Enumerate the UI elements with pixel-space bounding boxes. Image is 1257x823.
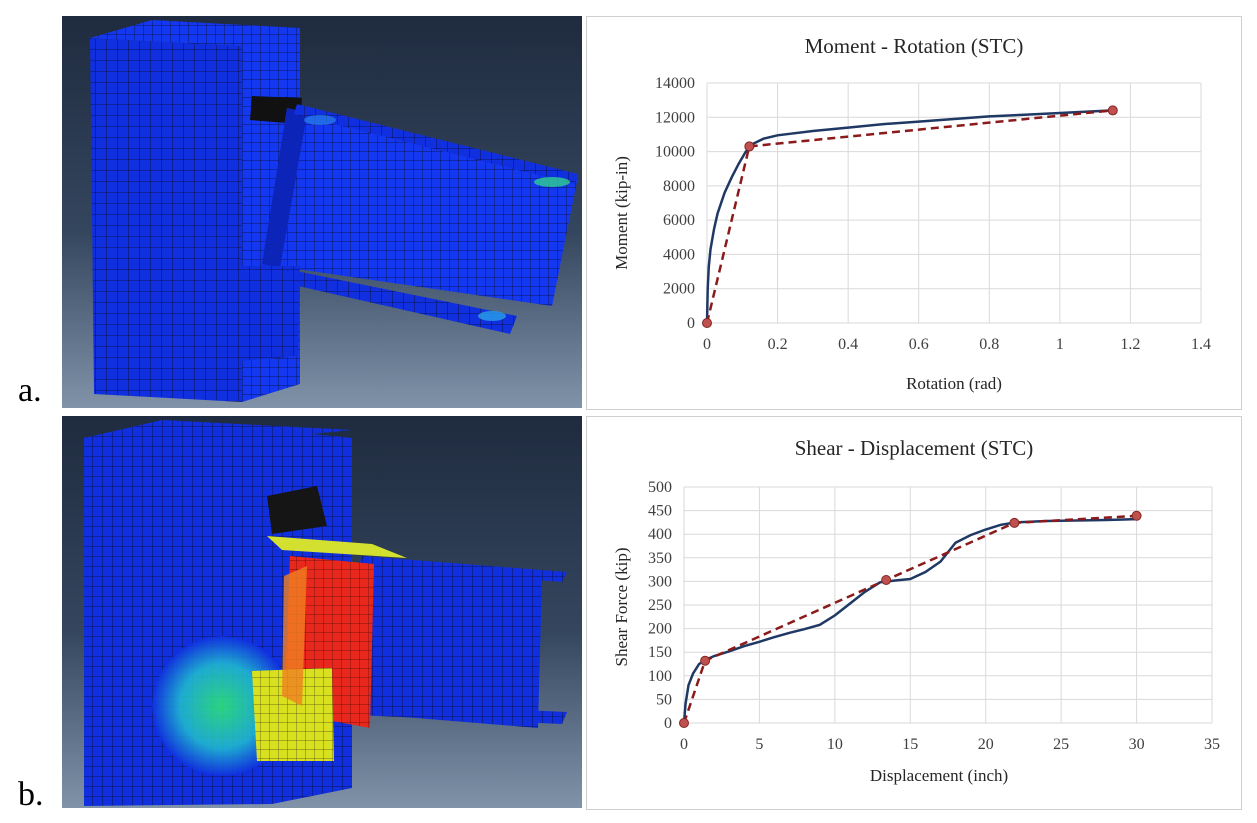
x-tick-label: 5 xyxy=(755,736,763,753)
x-tick-label: 20 xyxy=(978,736,994,753)
x-tick-label: 0.8 xyxy=(979,336,999,353)
panel-label-a: a. xyxy=(18,372,42,409)
y-tick-label: 6000 xyxy=(663,212,695,229)
chart-box-moment-rotation: Moment - Rotation (STC) Rotation (rad) M… xyxy=(586,16,1242,410)
y-tick-label: 2000 xyxy=(663,281,695,298)
panel-label-b: b. xyxy=(18,776,44,813)
y-tick-label: 14000 xyxy=(655,75,695,92)
x-tick-label: 0.4 xyxy=(838,336,858,353)
y-tick-label: 50 xyxy=(656,691,672,708)
y-tick-label: 0 xyxy=(664,715,672,732)
y-axis-label: Moment (kip-in) xyxy=(612,156,631,270)
x-tick-label: 1.2 xyxy=(1120,336,1140,353)
y-tick-label: 4000 xyxy=(663,246,695,263)
x-tick-label: 1.4 xyxy=(1191,336,1211,353)
x-tick-label: 15 xyxy=(902,736,918,753)
y-tick-label: 250 xyxy=(648,597,672,614)
y-tick-label: 350 xyxy=(648,550,672,567)
data-point-marker xyxy=(1131,510,1142,521)
data-point-marker xyxy=(881,574,892,585)
y-tick-label: 10000 xyxy=(655,144,695,161)
x-tick-label: 0 xyxy=(703,336,711,353)
y-axis-label: Shear Force (kip) xyxy=(612,548,631,667)
chart-box-shear-displacement: Shear - Displacement (STC) Displacement … xyxy=(586,416,1242,810)
y-tick-label: 400 xyxy=(648,526,672,543)
x-tick-label: 35 xyxy=(1204,736,1220,753)
x-tick-label: 0.6 xyxy=(909,336,929,353)
x-tick-label: 30 xyxy=(1129,736,1145,753)
x-tick-label: 25 xyxy=(1053,736,1069,753)
bilinear-dashed-line xyxy=(705,109,1113,324)
chart-title: Moment - Rotation (STC) xyxy=(805,34,1024,58)
x-tick-label: 1 xyxy=(1056,336,1064,353)
x-axis-label: Displacement (inch) xyxy=(870,766,1008,785)
x-tick-label: 0.2 xyxy=(768,336,788,353)
gridlines xyxy=(706,82,1202,324)
y-tick-label: 300 xyxy=(648,573,672,590)
data-point-marker xyxy=(1009,517,1020,528)
x-tick-label: 10 xyxy=(827,736,843,753)
y-tick-label: 100 xyxy=(648,668,672,685)
data-point-marker xyxy=(744,141,755,152)
fea-mesh-b xyxy=(84,420,567,806)
y-tick-label: 8000 xyxy=(663,178,695,195)
fea-model-image-b xyxy=(62,416,582,808)
data-point-marker xyxy=(700,655,711,666)
response-curve-line xyxy=(705,109,1113,324)
y-tick-label: 12000 xyxy=(655,109,695,126)
x-tick-label: 0 xyxy=(680,736,688,753)
x-axis-label: Rotation (rad) xyxy=(906,374,1002,393)
data-point-marker xyxy=(679,718,689,728)
y-tick-label: 0 xyxy=(687,315,695,332)
fea-model-image-a xyxy=(62,16,582,408)
data-point-marker xyxy=(1107,105,1118,116)
y-tick-label: 200 xyxy=(648,621,672,638)
data-point-marker xyxy=(702,318,712,328)
fea-mesh-a xyxy=(90,20,578,402)
y-tick-label: 150 xyxy=(648,644,672,661)
shear-displacement-chart: Shear - Displacement (STC) Displacement … xyxy=(612,436,1220,785)
y-tick-label: 450 xyxy=(648,503,672,520)
chart-title: Shear - Displacement (STC) xyxy=(795,436,1034,460)
moment-rotation-chart: Moment - Rotation (STC) Rotation (rad) M… xyxy=(612,34,1211,393)
y-tick-label: 500 xyxy=(648,479,672,496)
gridlines xyxy=(683,486,1213,724)
